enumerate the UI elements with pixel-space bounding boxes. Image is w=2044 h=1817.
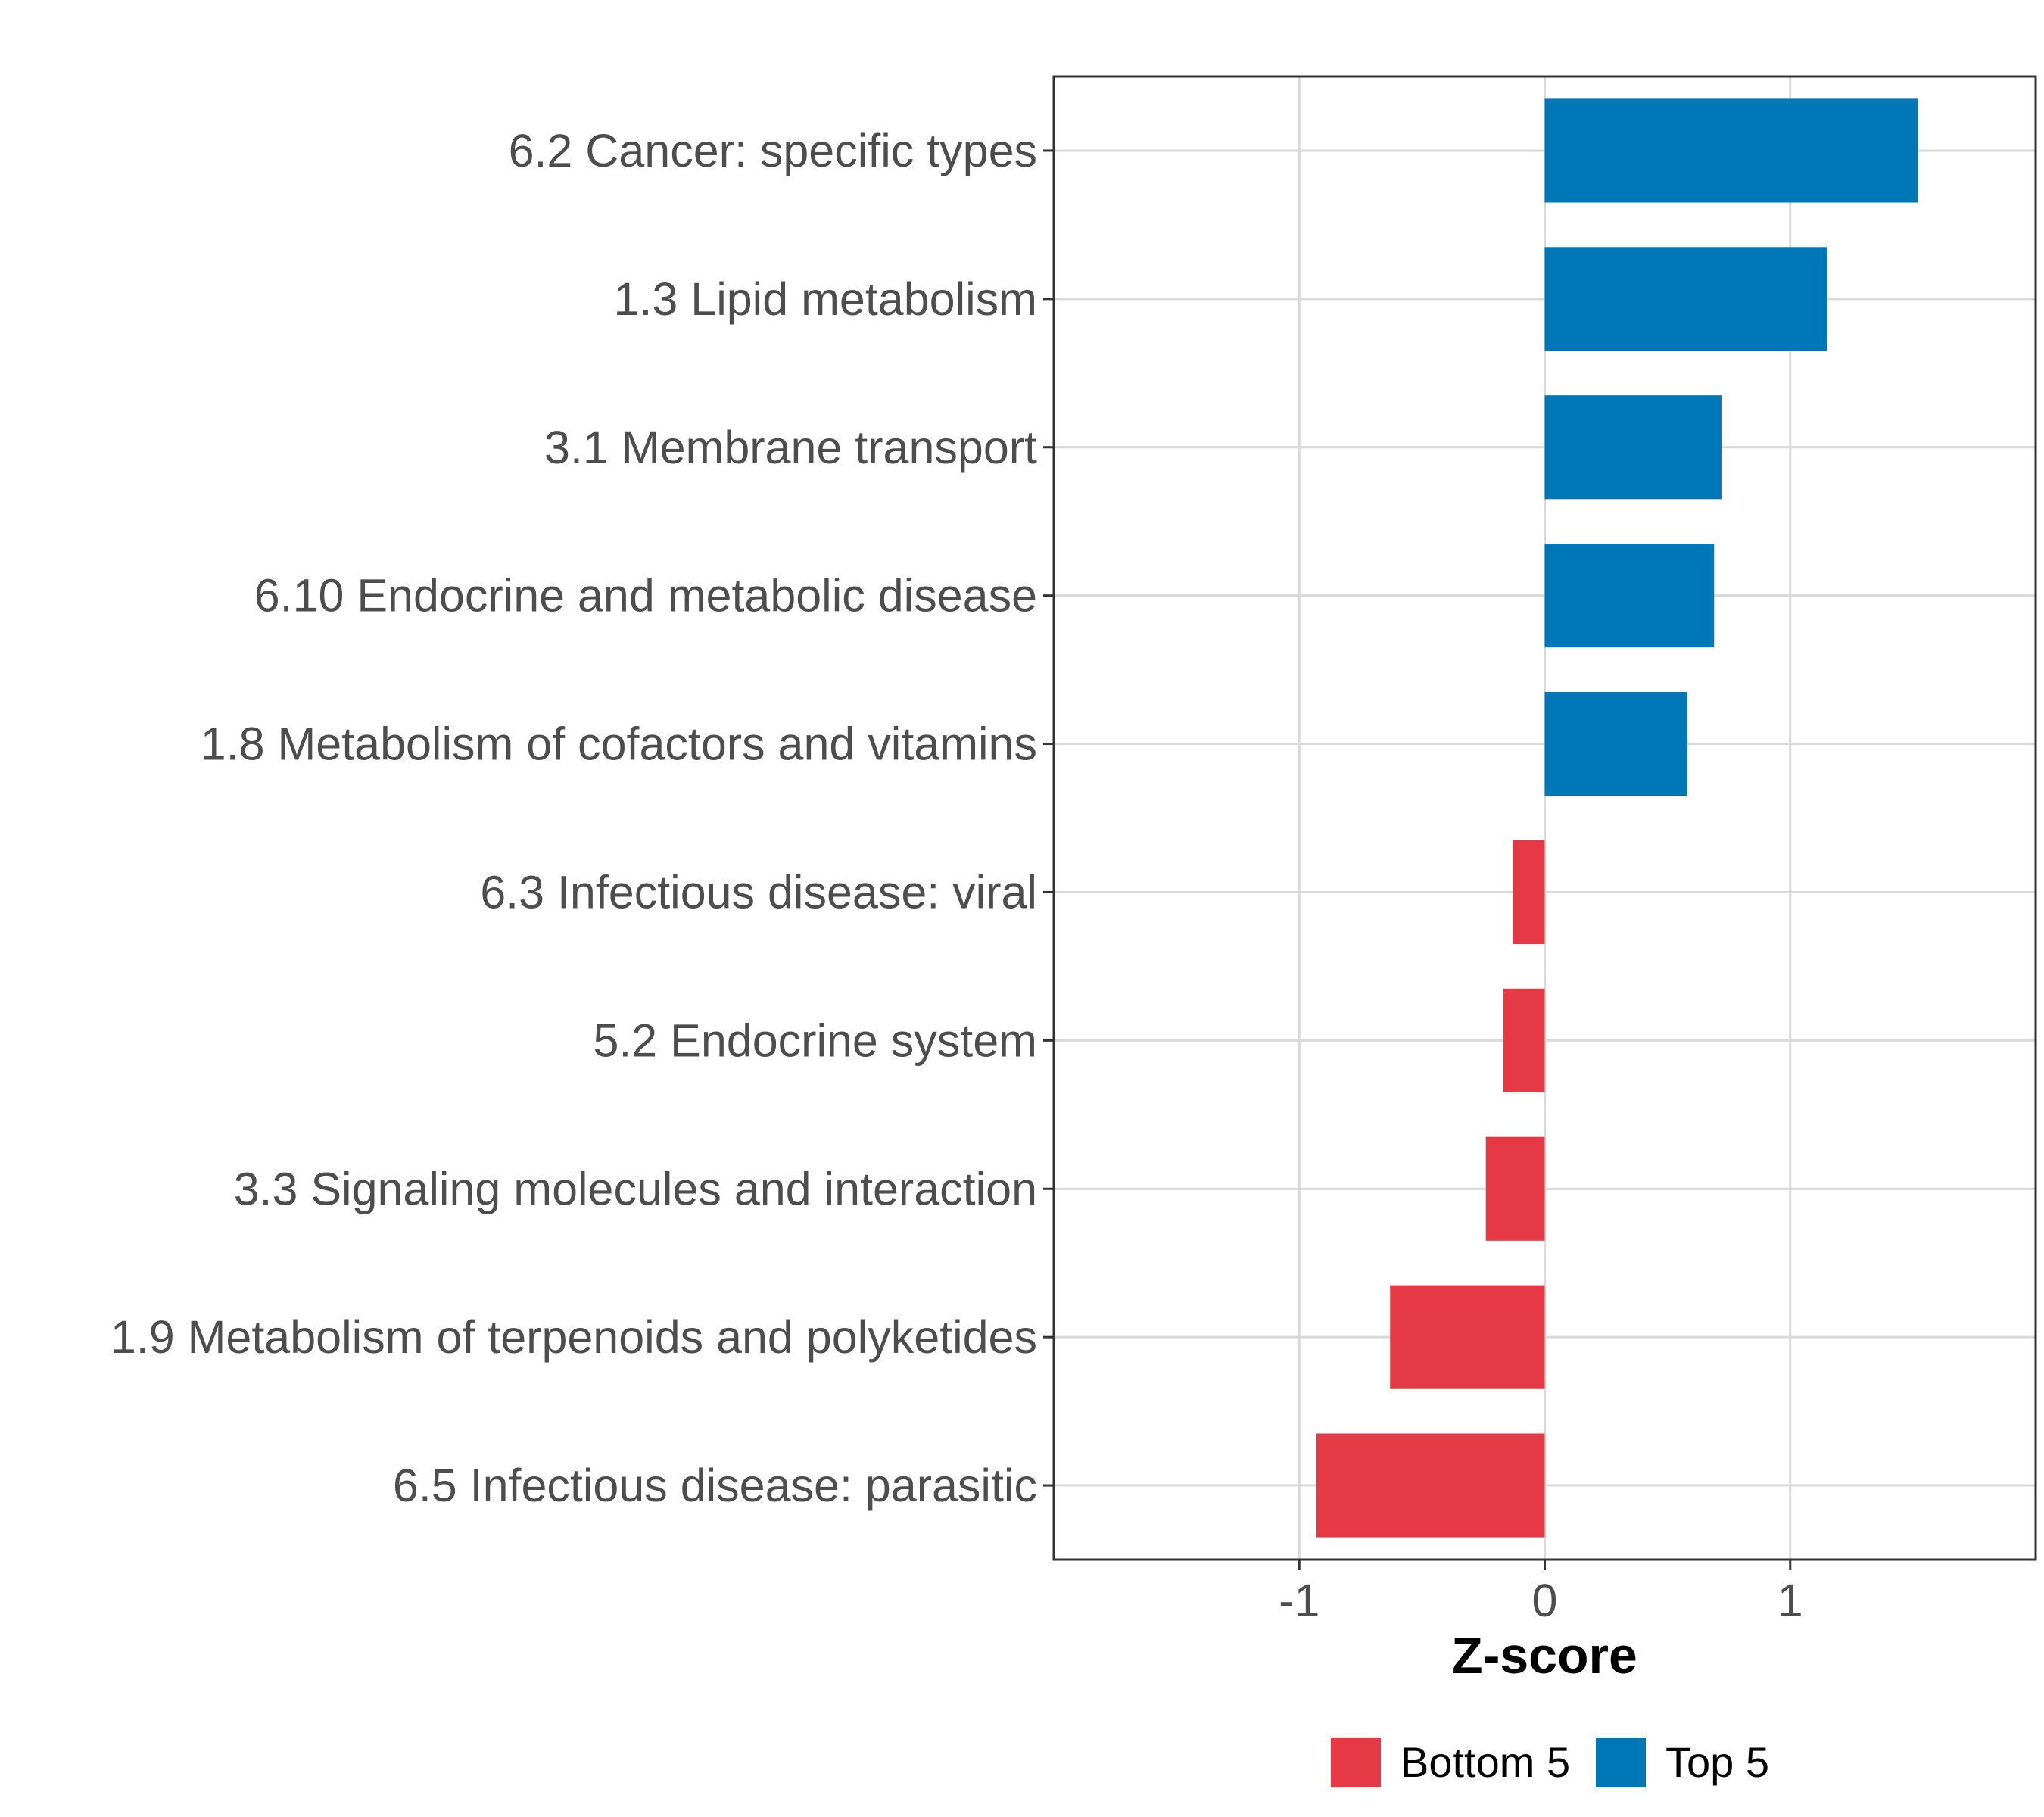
bar xyxy=(1544,691,1687,796)
y-tick-label: 6.2 Cancer: specific types xyxy=(509,125,1037,176)
bar xyxy=(1485,1136,1545,1241)
bar xyxy=(1513,840,1545,945)
y-tick-label: 1.3 Lipid metabolism xyxy=(614,273,1037,325)
x-tick-label: 0 xyxy=(1532,1575,1558,1626)
y-tick-label: 1.8 Metabolism of cofactors and vitamins xyxy=(201,718,1037,770)
legend-swatch xyxy=(1596,1738,1646,1787)
y-tick-label: 6.10 Endocrine and metabolic disease xyxy=(254,570,1037,622)
x-tick-label: -1 xyxy=(1279,1575,1320,1626)
y-tick-label: 5.2 Endocrine system xyxy=(593,1014,1037,1066)
legend: Bottom 5 Top 5 xyxy=(1331,1738,1769,1787)
bar xyxy=(1544,98,1918,203)
legend-swatch xyxy=(1331,1738,1381,1787)
bar xyxy=(1503,988,1545,1092)
bar xyxy=(1544,247,1827,351)
y-tick-label: 1.9 Metabolism of terpenoids and polyket… xyxy=(111,1311,1037,1363)
x-axis: -1 0 1 xyxy=(1279,1560,1803,1626)
y-axis: 6.2 Cancer: specific types 1.3 Lipid meta… xyxy=(111,125,1054,1511)
bars xyxy=(1316,98,1918,1538)
bar xyxy=(1544,544,1715,648)
y-tick-label: 6.5 Infectious disease: parasitic xyxy=(393,1460,1037,1511)
bar xyxy=(1390,1285,1545,1389)
x-axis-title: Z-score xyxy=(1451,1627,1637,1685)
x-tick-label: 1 xyxy=(1778,1575,1803,1626)
y-tick-label: 3.3 Signaling molecules and interaction xyxy=(234,1163,1037,1214)
y-tick-label: 3.1 Membrane transport xyxy=(544,422,1037,473)
bar xyxy=(1316,1433,1545,1538)
legend-label: Top 5 xyxy=(1665,1738,1769,1786)
bar xyxy=(1544,395,1722,500)
legend-label: Bottom 5 xyxy=(1401,1738,1570,1786)
y-tick-label: 6.3 Infectious disease: viral xyxy=(480,866,1037,918)
